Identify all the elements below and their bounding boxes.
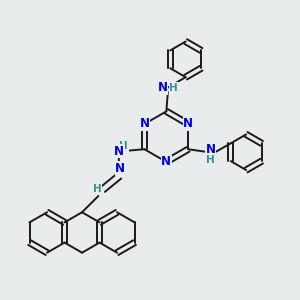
Text: N: N bbox=[206, 143, 215, 156]
Text: H: H bbox=[93, 184, 102, 194]
Text: H: H bbox=[119, 141, 128, 151]
Text: N: N bbox=[115, 162, 125, 175]
Text: H: H bbox=[169, 82, 178, 93]
Text: N: N bbox=[114, 145, 124, 158]
Text: N: N bbox=[183, 118, 193, 130]
Text: N: N bbox=[158, 81, 167, 94]
Text: N: N bbox=[140, 118, 149, 130]
Text: N: N bbox=[161, 155, 171, 168]
Text: H: H bbox=[206, 155, 215, 165]
